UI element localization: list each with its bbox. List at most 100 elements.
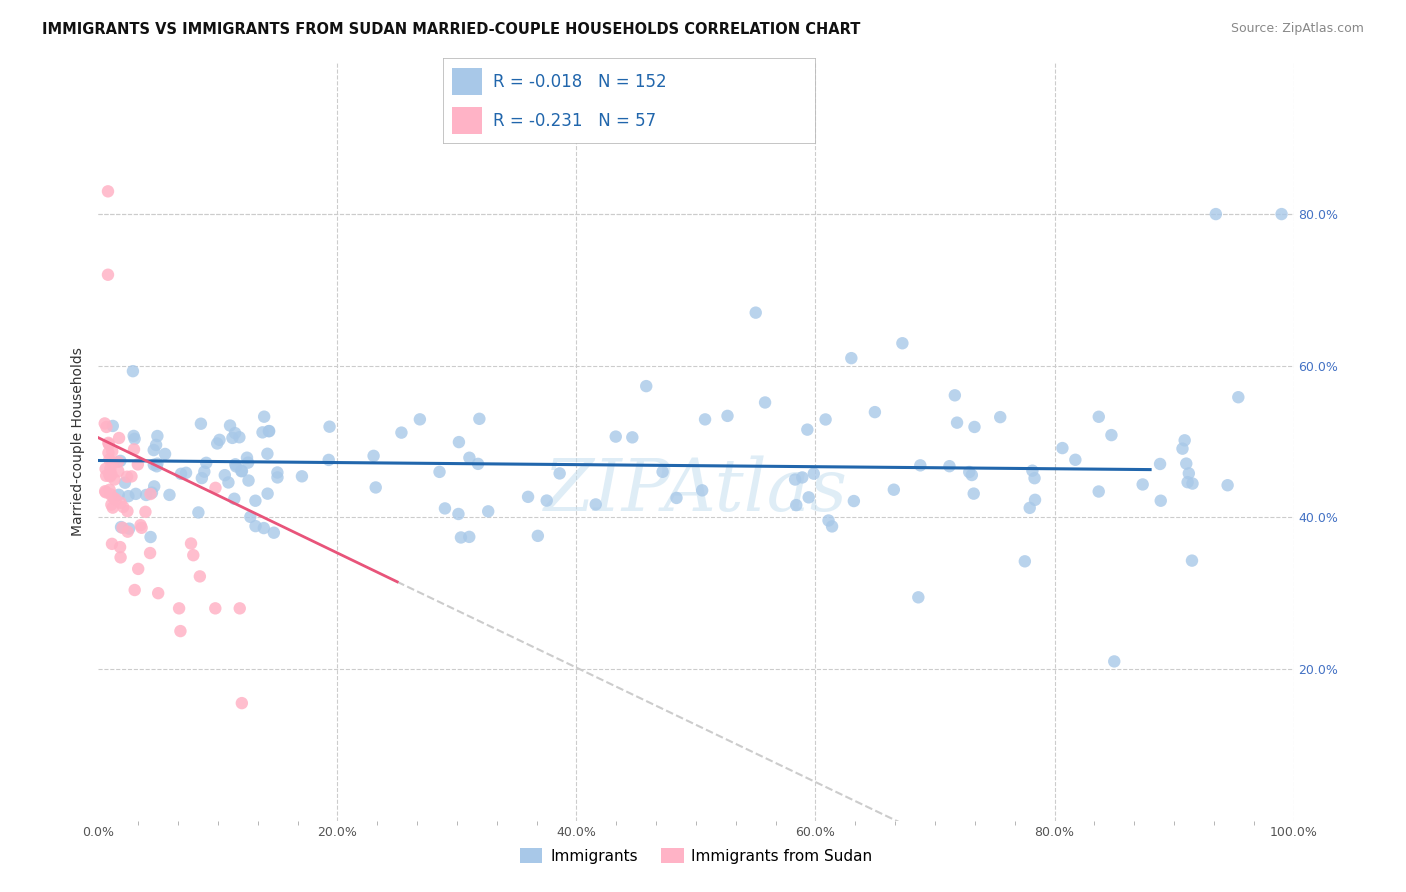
Point — [605, 429, 627, 443]
Point — [891, 336, 914, 351]
Point — [1087, 484, 1109, 499]
Point — [238, 474, 260, 488]
Point — [256, 447, 278, 461]
Point — [467, 457, 489, 471]
Point — [98, 452, 121, 467]
Point — [1018, 500, 1040, 515]
Point — [97, 184, 120, 198]
Point — [842, 494, 865, 508]
Point — [195, 456, 218, 470]
Point — [224, 491, 246, 506]
Point — [208, 433, 231, 447]
Point — [101, 537, 124, 551]
Point — [665, 491, 688, 505]
Point — [122, 364, 145, 378]
Point — [468, 412, 491, 426]
Point — [364, 480, 387, 494]
Point — [1181, 553, 1204, 567]
Point — [266, 466, 288, 480]
Point — [145, 438, 167, 452]
Point — [111, 521, 134, 535]
Point — [527, 529, 550, 543]
Point — [205, 436, 228, 450]
Point — [112, 500, 135, 514]
Point — [94, 485, 117, 500]
Point — [363, 449, 385, 463]
Point — [225, 459, 247, 474]
Point — [693, 412, 716, 426]
Text: ZIPAtlas: ZIPAtlas — [544, 456, 848, 526]
Point — [1216, 478, 1239, 492]
Point — [131, 521, 153, 535]
Point — [447, 435, 470, 450]
Point — [256, 486, 278, 500]
Point — [1177, 475, 1199, 490]
Point — [97, 435, 120, 450]
Point — [115, 469, 138, 483]
Point — [124, 582, 146, 597]
Point — [458, 450, 481, 465]
Point — [797, 491, 820, 505]
Point — [257, 424, 280, 438]
Point — [1052, 441, 1074, 455]
Point — [146, 457, 169, 471]
Point — [943, 388, 966, 402]
Point — [745, 305, 768, 319]
Point — [957, 465, 980, 479]
Point — [108, 540, 131, 554]
Point — [231, 464, 253, 478]
Point — [239, 509, 262, 524]
Point — [121, 469, 143, 483]
Point — [224, 426, 246, 441]
Point — [1024, 471, 1046, 485]
Point — [863, 405, 886, 419]
Point — [125, 487, 148, 501]
Point — [1178, 467, 1201, 481]
Point — [170, 467, 193, 481]
Text: IMMIGRANTS VS IMMIGRANTS FROM SUDAN MARRIED-COUPLE HOUSEHOLDS CORRELATION CHART: IMMIGRANTS VS IMMIGRANTS FROM SUDAN MARR… — [42, 22, 860, 37]
Point — [104, 492, 127, 507]
Point — [110, 520, 132, 534]
Point — [429, 465, 451, 479]
Text: R = -0.231   N = 57: R = -0.231 N = 57 — [494, 112, 657, 129]
Point — [1099, 428, 1122, 442]
Point — [98, 469, 121, 483]
Bar — [453, 107, 482, 134]
Point — [129, 518, 152, 533]
Point — [318, 453, 340, 467]
Point — [191, 471, 214, 485]
Text: Source: ZipAtlas.com: Source: ZipAtlas.com — [1230, 22, 1364, 36]
Point — [94, 484, 117, 499]
Point — [409, 412, 432, 426]
Point — [910, 458, 932, 473]
Point — [214, 468, 236, 483]
Point — [245, 493, 267, 508]
Point — [433, 501, 456, 516]
Point — [94, 468, 117, 483]
Point — [142, 443, 165, 458]
Point — [188, 569, 211, 583]
Point — [103, 491, 125, 505]
Point — [785, 498, 807, 512]
Point — [785, 473, 807, 487]
Point — [252, 425, 274, 440]
Point — [266, 470, 288, 484]
Point — [148, 586, 170, 600]
Point — [253, 409, 276, 424]
Point — [134, 505, 156, 519]
Point — [107, 464, 129, 478]
Point — [1104, 655, 1126, 669]
Point — [821, 519, 844, 533]
Point — [458, 530, 481, 544]
Point — [228, 430, 250, 444]
Point — [94, 462, 117, 476]
Point — [193, 465, 215, 479]
Point — [1064, 452, 1087, 467]
Point — [236, 450, 259, 465]
Point — [621, 430, 644, 444]
Point — [117, 504, 139, 518]
Point — [98, 437, 121, 451]
Point — [97, 446, 120, 460]
Point — [960, 468, 983, 483]
Point — [101, 444, 124, 458]
